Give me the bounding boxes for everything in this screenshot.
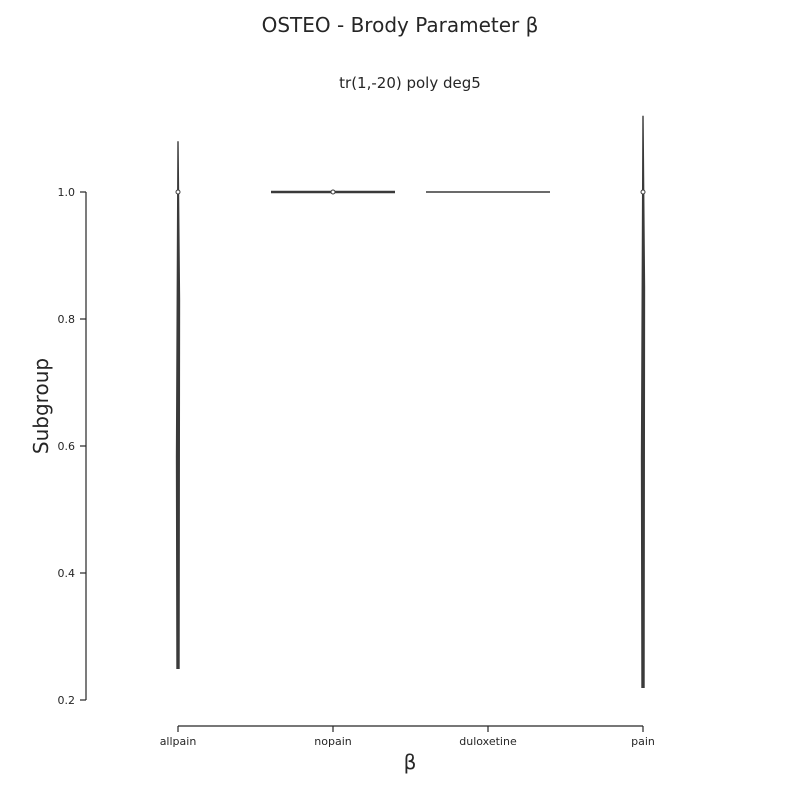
y-tick-label: 1.0 — [58, 186, 76, 199]
median-point-pain — [640, 189, 646, 195]
x-tick-label-allpain: allpain — [160, 735, 197, 748]
violin-pain — [640, 115, 646, 688]
chart-title: OSTEO - Brody Parameter β — [262, 13, 539, 37]
y-tick-label: 0.8 — [58, 313, 76, 326]
y-tick-label: 0.6 — [58, 440, 76, 453]
y-ticks: 1.0 0.8 0.6 0.4 0.2 — [58, 186, 86, 707]
median-point-nopain — [330, 189, 336, 195]
x-tick-label-pain: pain — [631, 735, 655, 748]
x-tick-label-nopain: nopain — [314, 735, 351, 748]
y-tick-label: 0.2 — [58, 694, 76, 707]
y-axis-label: Subgroup — [29, 358, 53, 454]
x-axis-label: β — [404, 750, 417, 774]
chart-subtitle: tr(1,-20) poly deg5 — [339, 74, 481, 92]
violins — [175, 115, 646, 688]
x-ticks: allpain nopain duloxetine pain — [160, 726, 655, 748]
y-tick-label: 0.4 — [58, 567, 76, 580]
violin-allpain — [175, 141, 181, 669]
x-tick-label-duloxetine: duloxetine — [459, 735, 517, 748]
median-point-allpain — [175, 189, 181, 195]
